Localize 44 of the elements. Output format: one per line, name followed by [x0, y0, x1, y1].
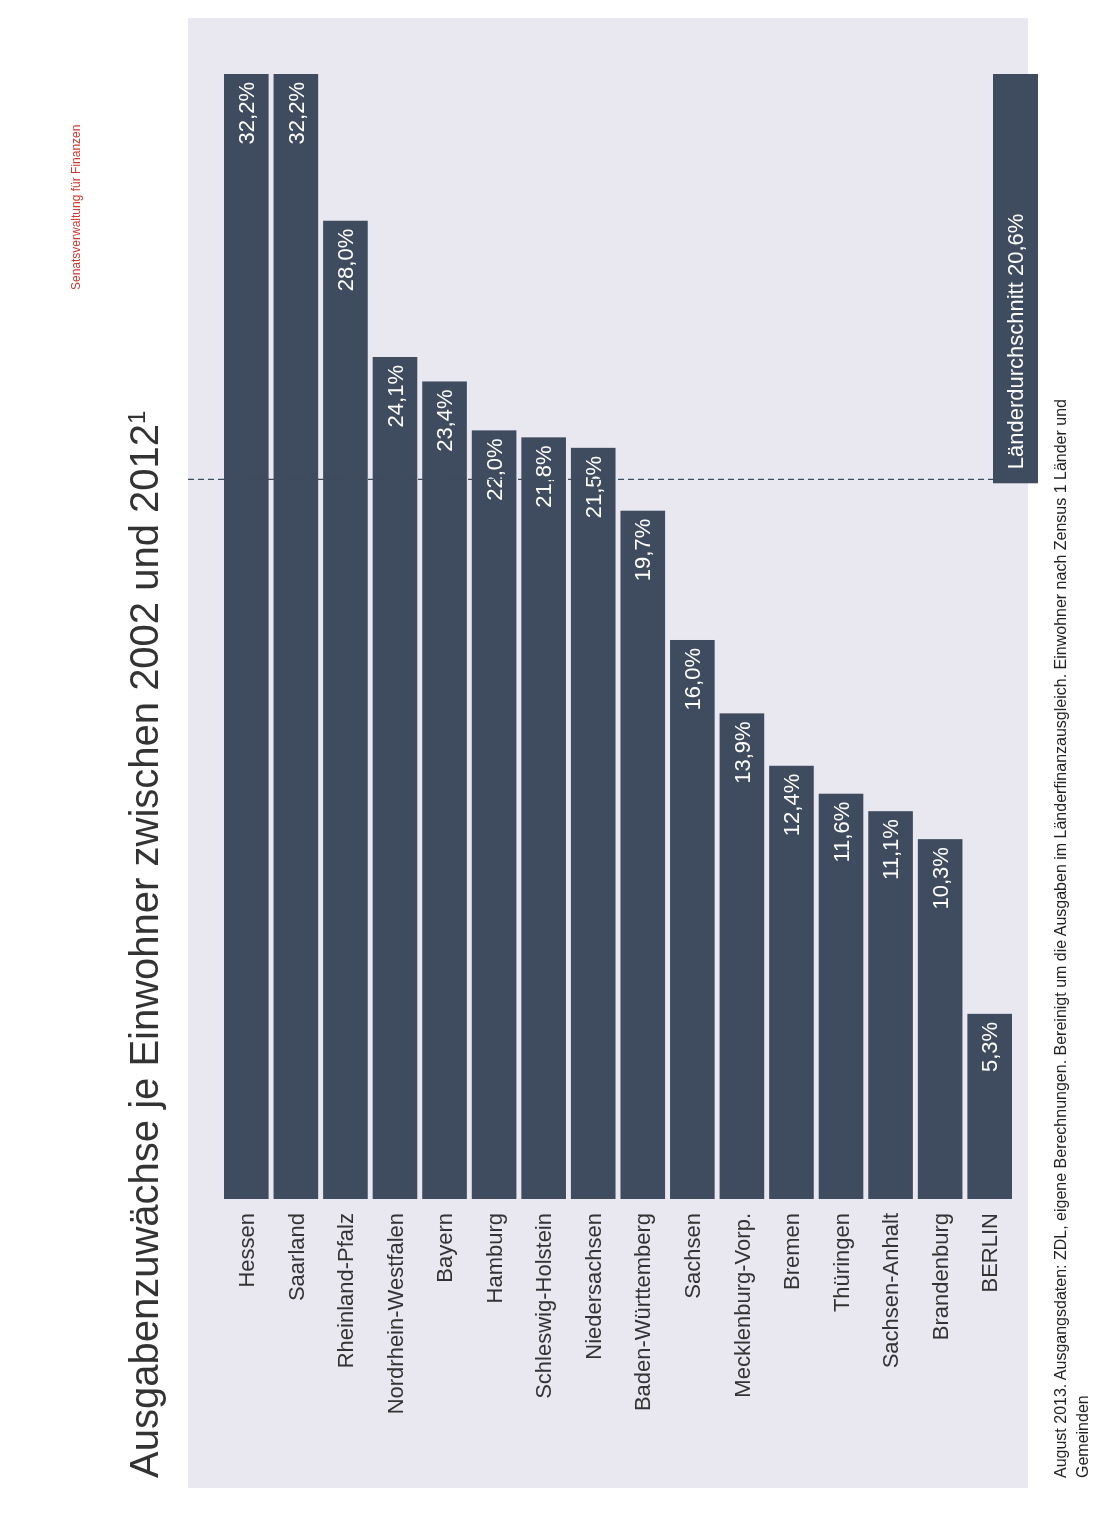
- data-label: 12,4%: [779, 773, 805, 837]
- x-tick-label: Mecklenburg-Vorp.: [729, 1213, 755, 1398]
- bar: [769, 765, 814, 1199]
- text: Senatsverwaltung für Finanzen: [69, 124, 83, 290]
- data-label: 19,7%: [630, 518, 656, 582]
- x-tick-label: Sachsen-Anhalt: [878, 1213, 904, 1369]
- ref-line-label: Länderdurchschnitt 20,6%: [1002, 213, 1028, 470]
- x-tick-label: Bayern: [432, 1213, 458, 1283]
- text: August 2013. Ausgangsdaten: ZDL, eigene Berechnungen. Bereinigt um die Ausgaben im Länderfinanzausgleich. Einwohner nach Zensus 1 Länder und: [1052, 399, 1069, 1478]
- data-label: 10,3%: [927, 847, 953, 910]
- x-tick-label: Sachsen: [680, 1213, 706, 1299]
- data-label: 11,6%: [828, 801, 854, 863]
- data-label: 32,2%: [234, 82, 259, 145]
- x-tick-label: Baden-Württemberg: [630, 1213, 656, 1412]
- data-label: 32,2%: [283, 82, 309, 145]
- x-tick-label: Niedersachsen: [580, 1213, 606, 1360]
- x-tick-label: Hessen: [234, 1213, 259, 1288]
- bar: [917, 839, 963, 1199]
- bar: [670, 639, 715, 1199]
- x-tick-label: Bremen: [779, 1213, 805, 1291]
- bar: [620, 510, 666, 1199]
- text: Gemeinden: [1074, 1395, 1091, 1478]
- data-label: 11,1%: [878, 819, 904, 880]
- x-tick-label: Saarland: [283, 1213, 309, 1302]
- data-label: 22,0%: [481, 438, 507, 501]
- bar: [719, 713, 765, 1199]
- data-label: 24,1%: [382, 365, 408, 428]
- data-label: 16,0%: [680, 647, 706, 711]
- x-tick-label: Rheinland-Pfalz: [333, 1213, 359, 1369]
- x-tick-label: BERLIN: [977, 1213, 1003, 1293]
- data-label: 13,9%: [729, 721, 755, 784]
- data-label: 21,8%: [531, 445, 557, 508]
- data-label: 5,3%: [977, 1021, 1003, 1072]
- bar: [967, 1013, 1012, 1199]
- data-label: 23,4%: [432, 389, 458, 452]
- bar: [818, 793, 864, 1199]
- x-tick-label: Brandenburg: [927, 1213, 953, 1341]
- data-label: 21,5%: [580, 455, 606, 519]
- bar: [868, 811, 913, 1199]
- x-tick-label: Schleswig-Holstein: [531, 1213, 557, 1399]
- x-tick-label: Hamburg: [481, 1213, 507, 1304]
- x-tick-label: Thüringen: [828, 1213, 854, 1313]
- data-label: 28,0%: [333, 228, 359, 292]
- x-tick-label: Nordrhein-Westfalen: [382, 1213, 408, 1415]
